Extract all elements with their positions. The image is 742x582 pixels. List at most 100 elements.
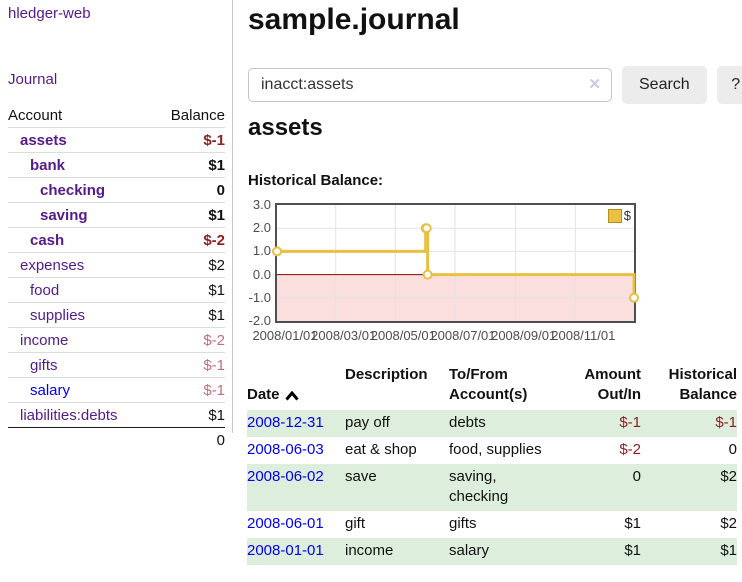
account-row: saving $1: [8, 202, 225, 227]
x-axis-tick-label: 2008/07/01: [430, 328, 496, 343]
account-heading: assets: [248, 114, 323, 141]
sidebar-item-journal[interactable]: Journal: [8, 71, 58, 88]
transaction-accounts: salary: [449, 542, 490, 559]
account-row: gifts $-1: [8, 352, 225, 377]
y-axis-tick-label: -1.0: [248, 289, 271, 305]
account-row: expenses $2: [8, 252, 225, 277]
account-balance: $-1: [203, 381, 225, 399]
register-row: 2008-12-31 pay off debts $-1 $-1: [247, 410, 737, 437]
register-row: 2008-06-02 save saving, checking 0 $2: [247, 464, 737, 511]
sidebar: hledger-web Journal Account Balance asse…: [0, 0, 233, 449]
y-axis-tick-label: 2.0: [252, 220, 271, 236]
transaction-balance: $2: [720, 468, 737, 485]
register-header-row: Date Description To/From Account(s) Amou…: [247, 363, 737, 410]
account-balance: $-2: [203, 331, 225, 349]
series-swatch-icon: [607, 208, 622, 223]
transaction-balance: $2: [720, 515, 737, 532]
legend-label: $: [623, 208, 631, 223]
register-table: Date Description To/From Account(s) Amou…: [247, 363, 737, 565]
transaction-description: save: [345, 468, 377, 485]
transaction-description: income: [345, 542, 394, 559]
sidebar-account-link-food[interactable]: food: [30, 281, 60, 299]
historical-balance-chart: $ 3.0 2.0 1.0 0.0 -1.0 -2.0 2008/01/01 2008/03/…: [248, 197, 737, 349]
x-axis-tick-label: 2008/09/01: [491, 328, 557, 343]
accounts-table: Account Balance assets $-1 bank $1 check…: [8, 103, 225, 452]
search-input[interactable]: [248, 68, 612, 102]
account-row: food $1: [8, 277, 225, 302]
transaction-amount: $-1: [619, 414, 641, 431]
accounts-total-balance: 0: [216, 431, 225, 449]
register-row: 2008-01-01 income salary $1 $1: [247, 538, 737, 565]
sidebar-account-link-cash[interactable]: cash: [30, 231, 65, 249]
transaction-date-link[interactable]: 2008-06-02: [247, 468, 324, 485]
accounts-total-row: 0: [8, 427, 225, 452]
transaction-balance: 0: [728, 441, 737, 458]
account-balance: $2: [208, 256, 225, 274]
x-axis-tick-label: 2008/05/01: [370, 328, 436, 343]
data-point-marker: [272, 246, 282, 257]
account-balance: $-1: [203, 131, 225, 149]
col-header-date[interactable]: Date: [247, 363, 345, 410]
transaction-date-link[interactable]: 2008-06-01: [247, 515, 324, 532]
sidebar-account-link-liabilities-debts[interactable]: liabilities:debts: [20, 406, 118, 424]
chart-title: Historical Balance:: [248, 172, 384, 189]
help-button[interactable]: ?: [716, 66, 742, 104]
search-bar: ✕ Search ?: [248, 66, 742, 104]
transaction-amount: $1: [624, 542, 641, 559]
account-balance: $-1: [203, 356, 225, 374]
clear-search-icon[interactable]: ✕: [588, 76, 601, 93]
transaction-date-link[interactable]: 2008-12-31: [247, 414, 324, 431]
chart-legend: $: [607, 208, 631, 223]
register-row: 2008-06-01 gift gifts $1 $2: [247, 511, 737, 538]
transaction-description: eat & shop: [345, 441, 417, 458]
register-row: 2008-06-03 eat & shop food, supplies $-2…: [247, 437, 737, 464]
account-column-header: Account: [8, 106, 63, 124]
data-point-marker: [421, 223, 432, 234]
data-point-marker: [629, 292, 639, 303]
transaction-accounts: debts: [449, 414, 486, 431]
account-row: supplies $1: [8, 302, 225, 327]
sidebar-account-link-saving[interactable]: saving: [40, 206, 88, 224]
account-row: bank $1: [8, 152, 225, 177]
account-row: salary $-1: [8, 377, 225, 402]
balance-column-header: Balance: [170, 106, 225, 124]
chart-canvas: [272, 205, 639, 321]
app-title-link[interactable]: hledger-web: [8, 5, 91, 22]
sidebar-account-link-gifts[interactable]: gifts: [30, 356, 58, 374]
sidebar-account-link-salary[interactable]: salary: [30, 381, 71, 399]
col-header-balance[interactable]: Historical Balance: [668, 366, 737, 403]
transaction-accounts: gifts: [449, 515, 477, 532]
search-input-wrap: ✕: [248, 68, 612, 102]
account-balance: $1: [208, 406, 225, 424]
accounts-table-header: Account Balance: [8, 103, 225, 127]
sidebar-account-link-supplies[interactable]: supplies: [30, 306, 86, 324]
y-axis-tick-label: -2.0: [248, 313, 271, 328]
sidebar-account-link-checking[interactable]: checking: [40, 181, 106, 199]
search-button[interactable]: Search: [622, 66, 707, 104]
account-balance: $1: [208, 156, 225, 174]
transaction-amount: $1: [624, 515, 641, 532]
sidebar-account-link-bank[interactable]: bank: [30, 156, 66, 174]
transaction-balance: $-1: [715, 414, 737, 431]
col-header-description[interactable]: Description: [345, 366, 428, 383]
sidebar-account-link-expenses[interactable]: expenses: [20, 256, 85, 274]
y-axis-tick-label: 0.0: [252, 266, 271, 282]
page-title: sample.journal: [248, 3, 460, 36]
transaction-accounts: food, supplies: [449, 441, 542, 458]
account-balance: $1: [208, 281, 225, 299]
account-balance: $1: [208, 306, 225, 324]
date-header-label: Date: [247, 386, 280, 403]
transaction-date-link[interactable]: 2008-01-01: [247, 542, 324, 559]
sidebar-account-link-assets[interactable]: assets: [20, 131, 67, 149]
sidebar-account-link-income[interactable]: income: [20, 331, 69, 349]
col-header-amount[interactable]: Amount Out/In: [584, 366, 641, 403]
account-row: liabilities:debts $1: [8, 402, 225, 427]
x-axis-tick-label: 2008/03/01: [311, 328, 377, 343]
x-axis-tick-label: 2008/01/01: [252, 328, 318, 343]
data-point-marker: [422, 269, 433, 280]
account-row: income $-2: [8, 327, 225, 352]
y-axis-tick-label: 1.0: [252, 243, 271, 259]
transaction-description: pay off: [345, 414, 390, 431]
transaction-date-link[interactable]: 2008-06-03: [247, 441, 324, 458]
col-header-accounts[interactable]: To/From Account(s): [449, 366, 528, 403]
